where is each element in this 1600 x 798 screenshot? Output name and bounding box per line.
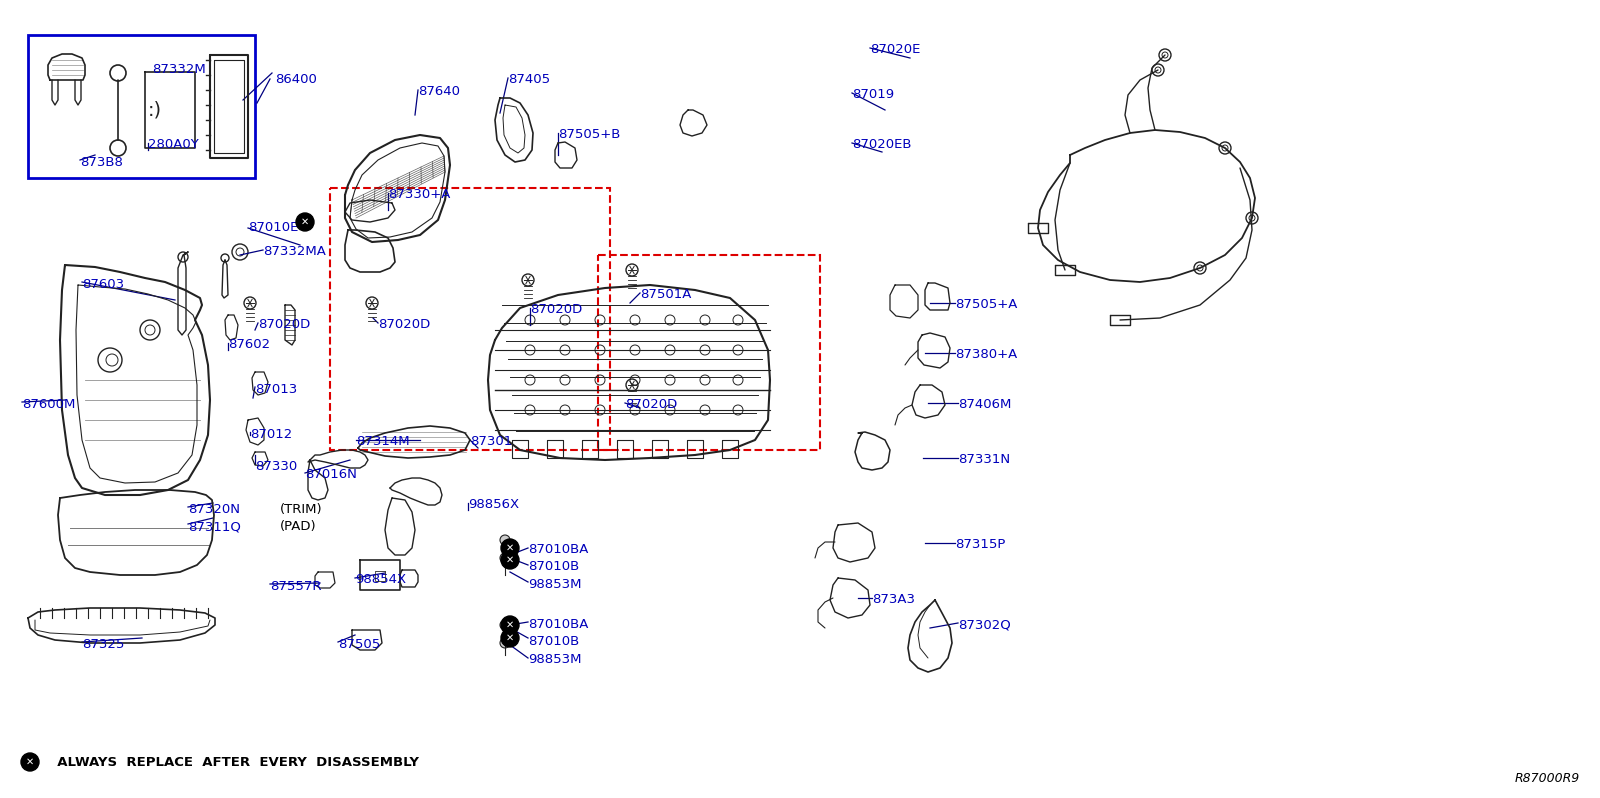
- Circle shape: [21, 753, 38, 771]
- Text: 87640: 87640: [418, 85, 461, 98]
- Text: 87013: 87013: [254, 383, 298, 396]
- Text: ✕: ✕: [506, 633, 514, 643]
- Text: :): :): [147, 101, 162, 120]
- Text: 87020D: 87020D: [626, 398, 677, 411]
- Text: 87406M: 87406M: [958, 398, 1011, 411]
- Text: 873A3: 873A3: [872, 593, 915, 606]
- Text: 87301: 87301: [470, 435, 512, 448]
- Text: 86400: 86400: [275, 73, 317, 86]
- Text: □: □: [373, 568, 387, 582]
- Text: ✕: ✕: [301, 217, 309, 227]
- Text: R87000R9: R87000R9: [1515, 772, 1581, 784]
- Circle shape: [501, 551, 518, 569]
- Text: 87315P: 87315P: [955, 538, 1005, 551]
- Text: 87505+B: 87505+B: [558, 128, 621, 141]
- Text: 87325: 87325: [82, 638, 125, 651]
- Text: (TRIM): (TRIM): [280, 503, 323, 516]
- Text: ✕: ✕: [26, 757, 34, 767]
- Bar: [598, 255, 819, 450]
- Text: 87330: 87330: [254, 460, 298, 473]
- Text: ✕: ✕: [506, 555, 514, 565]
- Text: 87505: 87505: [338, 638, 381, 651]
- Text: 98854X: 98854X: [355, 573, 406, 586]
- Text: 87603: 87603: [82, 278, 125, 291]
- Text: ✕: ✕: [506, 620, 514, 630]
- Text: 87010BA: 87010BA: [528, 543, 589, 556]
- Circle shape: [501, 539, 518, 557]
- Text: 87332MA: 87332MA: [262, 245, 326, 258]
- Bar: [330, 188, 610, 450]
- Text: 87019: 87019: [851, 88, 894, 101]
- Text: 87332M: 87332M: [152, 63, 206, 76]
- Text: 87320N: 87320N: [189, 503, 240, 516]
- Text: 87020D: 87020D: [378, 318, 430, 331]
- Text: 87020D: 87020D: [530, 303, 582, 316]
- Circle shape: [501, 616, 518, 634]
- Text: 87010E: 87010E: [248, 221, 298, 234]
- Text: 87330+A: 87330+A: [387, 188, 450, 201]
- Text: 87505+A: 87505+A: [955, 298, 1018, 311]
- Text: 87010B: 87010B: [528, 635, 579, 648]
- Text: (PAD): (PAD): [280, 520, 317, 533]
- Circle shape: [499, 553, 510, 563]
- Text: 98856X: 98856X: [467, 498, 518, 511]
- Text: 87311Q: 87311Q: [189, 520, 242, 533]
- Text: 87314M: 87314M: [355, 435, 410, 448]
- Text: 87600M: 87600M: [22, 398, 75, 411]
- Text: 280A0Y: 280A0Y: [147, 138, 198, 151]
- Text: ✕: ✕: [506, 543, 514, 553]
- Text: 873B8: 873B8: [80, 156, 123, 169]
- Text: ALWAYS  REPLACE  AFTER  EVERY  DISASSEMBLY: ALWAYS REPLACE AFTER EVERY DISASSEMBLY: [48, 756, 419, 768]
- Bar: [29, 35, 254, 178]
- Text: 87405: 87405: [509, 73, 550, 86]
- Text: 87020D: 87020D: [258, 318, 310, 331]
- Text: 87302Q: 87302Q: [958, 618, 1011, 631]
- Text: 87501A: 87501A: [640, 288, 691, 301]
- Text: 87020EB: 87020EB: [851, 138, 912, 151]
- Text: 87020E: 87020E: [870, 43, 920, 56]
- Text: 87602: 87602: [229, 338, 270, 351]
- Text: 87010B: 87010B: [528, 560, 579, 573]
- Circle shape: [296, 213, 314, 231]
- Text: 87557R: 87557R: [270, 580, 322, 593]
- Text: 98853M: 98853M: [528, 578, 581, 591]
- Circle shape: [499, 535, 510, 545]
- Text: 87380+A: 87380+A: [955, 348, 1018, 361]
- Text: 87331N: 87331N: [958, 453, 1010, 466]
- Circle shape: [501, 629, 518, 647]
- Text: 98853M: 98853M: [528, 653, 581, 666]
- Circle shape: [499, 620, 510, 630]
- Text: 87012: 87012: [250, 428, 293, 441]
- Text: 87016N: 87016N: [306, 468, 357, 481]
- Circle shape: [499, 638, 510, 648]
- Text: 87010BA: 87010BA: [528, 618, 589, 631]
